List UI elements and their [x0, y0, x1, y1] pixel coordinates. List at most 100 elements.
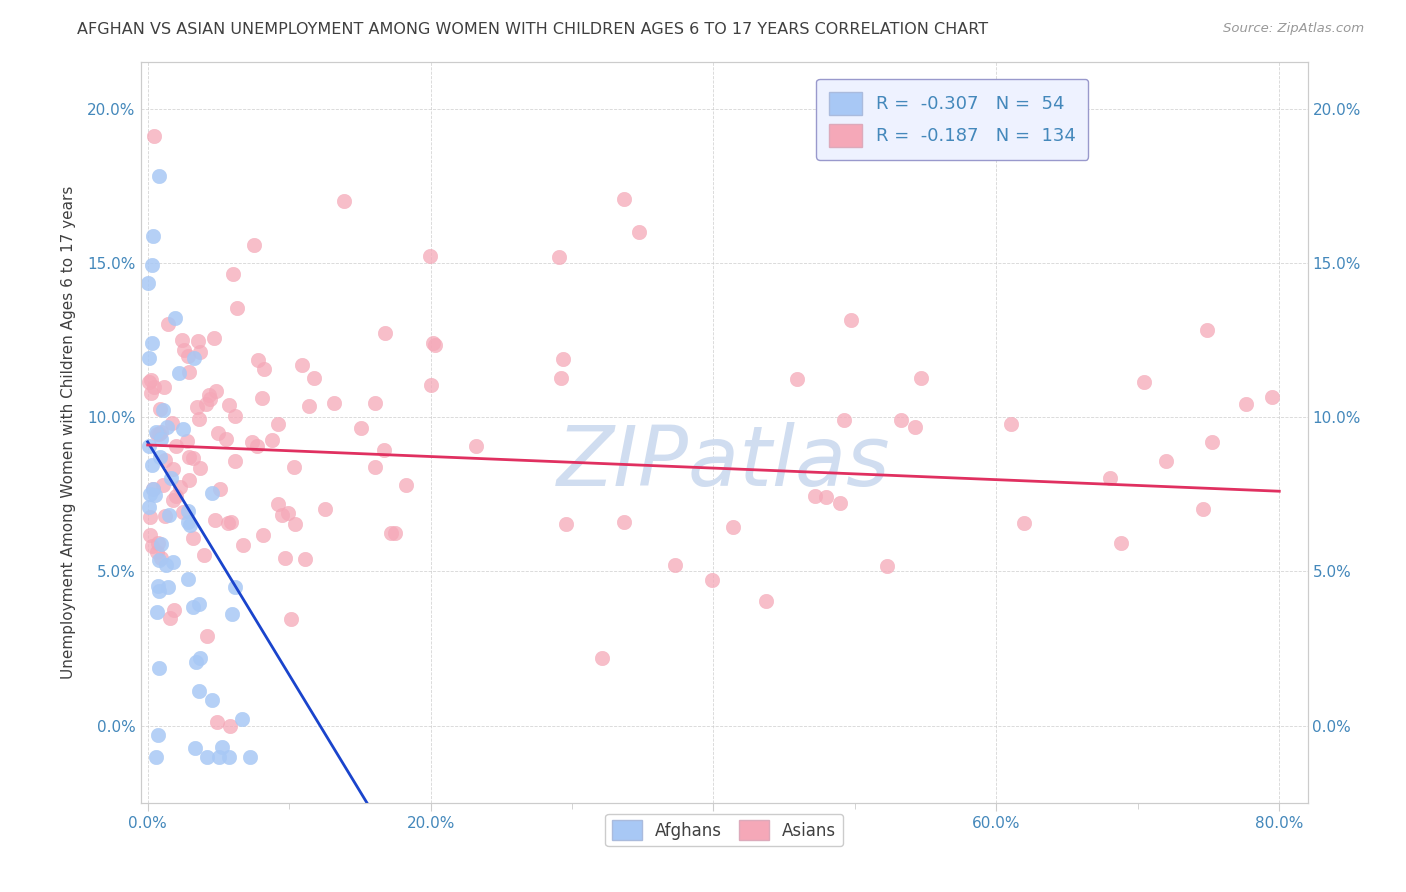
Point [138, 500, 160, 514]
Point [423, 338, 446, 352]
Point [165, 310, 187, 325]
Point [181, 450, 204, 465]
Point [142, 482, 165, 496]
Point [167, 366, 190, 380]
Point [828, 496, 851, 510]
Point [1154, 453, 1177, 467]
Point [231, 712, 253, 726]
Point [247, 353, 270, 368]
Point [177, 504, 200, 518]
Point [181, 600, 204, 615]
Point [364, 395, 387, 409]
Point [148, 427, 170, 442]
Point [141, 458, 163, 472]
Point [177, 515, 200, 529]
Point [1000, 417, 1022, 431]
Point [193, 548, 215, 562]
Point [221, 607, 243, 622]
Point [200, 392, 222, 407]
Point [157, 317, 180, 331]
Point [184, 655, 207, 669]
Point [814, 490, 837, 504]
Point [876, 559, 898, 574]
Point [141, 373, 163, 387]
Point [224, 409, 246, 424]
Point [152, 478, 174, 492]
Point [267, 417, 290, 431]
Point [149, 550, 172, 565]
Point [138, 375, 160, 389]
Point [156, 419, 179, 434]
Y-axis label: Unemployment Among Women with Children Ages 6 to 17 years: Unemployment Among Women with Children A… [62, 186, 76, 680]
Point [204, 384, 226, 399]
Point [202, 331, 225, 345]
Point [187, 598, 209, 612]
Point [153, 453, 176, 467]
Point [555, 517, 578, 532]
Point [298, 399, 321, 413]
Point [177, 450, 200, 464]
Point [839, 312, 862, 326]
Point [149, 402, 172, 417]
Point [322, 395, 344, 409]
Point [208, 749, 231, 764]
Point [143, 380, 166, 394]
Point [148, 728, 170, 742]
Point [550, 371, 572, 385]
Point [150, 425, 173, 439]
Point [1133, 375, 1156, 389]
Point [176, 434, 198, 449]
Point [832, 413, 855, 427]
Point [145, 488, 167, 502]
Point [188, 461, 211, 475]
Point [350, 421, 373, 435]
Point [162, 555, 184, 569]
Point [159, 610, 181, 624]
Point [148, 169, 170, 184]
Point [198, 388, 221, 402]
Point [207, 714, 229, 729]
Point [314, 501, 336, 516]
Point [186, 401, 208, 415]
Point [142, 228, 165, 243]
Point [187, 412, 209, 426]
Point [148, 661, 170, 675]
Point [232, 538, 254, 552]
Point [160, 471, 183, 485]
Point [253, 362, 276, 376]
Point [224, 580, 246, 594]
Point [1191, 502, 1213, 516]
Point [146, 545, 169, 559]
Point [146, 536, 169, 550]
Point [139, 486, 162, 500]
Point [176, 573, 198, 587]
Point [280, 612, 302, 626]
Point [201, 486, 224, 500]
Point [187, 334, 209, 348]
Point [145, 749, 167, 764]
Point [162, 417, 184, 431]
Point [721, 520, 744, 534]
Point [1098, 471, 1121, 485]
Point [177, 349, 200, 363]
Point [157, 581, 180, 595]
Point [172, 333, 194, 347]
Point [136, 276, 159, 290]
Point [148, 553, 170, 567]
Point [148, 583, 170, 598]
Point [395, 478, 418, 492]
Point [419, 249, 441, 263]
Point [245, 440, 267, 454]
Point [804, 490, 827, 504]
Text: AFGHAN VS ASIAN UNEMPLOYMENT AMONG WOMEN WITH CHILDREN AGES 6 TO 17 YEARS CORREL: AFGHAN VS ASIAN UNEMPLOYMENT AMONG WOMEN… [77, 22, 988, 37]
Point [252, 527, 274, 541]
Point [613, 515, 636, 529]
Point [304, 371, 326, 385]
Point [380, 526, 402, 541]
Point [553, 351, 575, 366]
Point [184, 740, 207, 755]
Point [172, 422, 194, 436]
Point [201, 693, 224, 707]
Point [465, 439, 488, 453]
Point [890, 413, 912, 427]
